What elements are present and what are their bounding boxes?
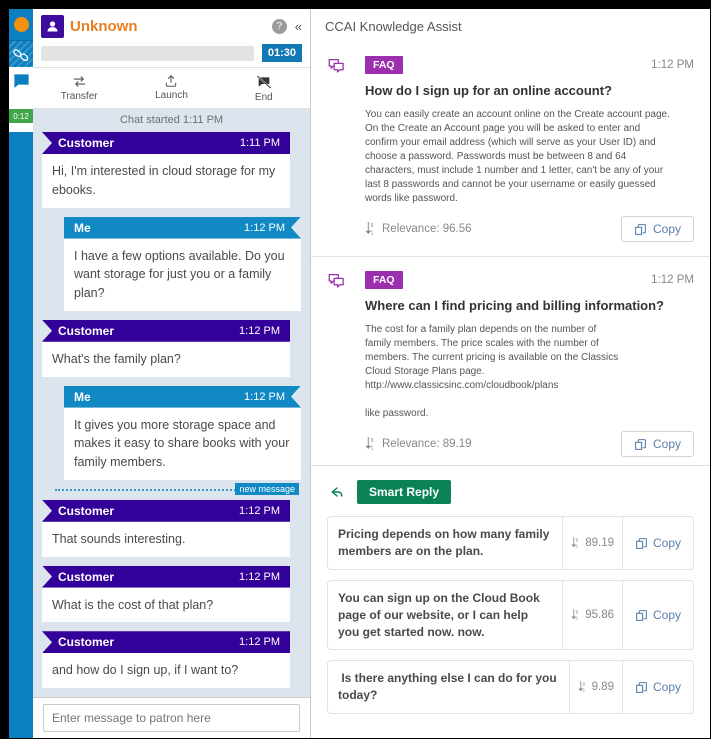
svg-text:9: 9 <box>371 223 374 229</box>
svg-text:1: 1 <box>371 231 374 237</box>
svg-text:1: 1 <box>576 544 579 549</box>
svg-text:9: 9 <box>576 610 579 615</box>
svg-text:9: 9 <box>576 538 579 543</box>
svg-text:1: 1 <box>576 616 579 621</box>
svg-text:9: 9 <box>371 438 374 444</box>
svg-text:1: 1 <box>371 446 374 452</box>
svg-text:1: 1 <box>582 688 585 693</box>
svg-text:9: 9 <box>582 682 585 687</box>
